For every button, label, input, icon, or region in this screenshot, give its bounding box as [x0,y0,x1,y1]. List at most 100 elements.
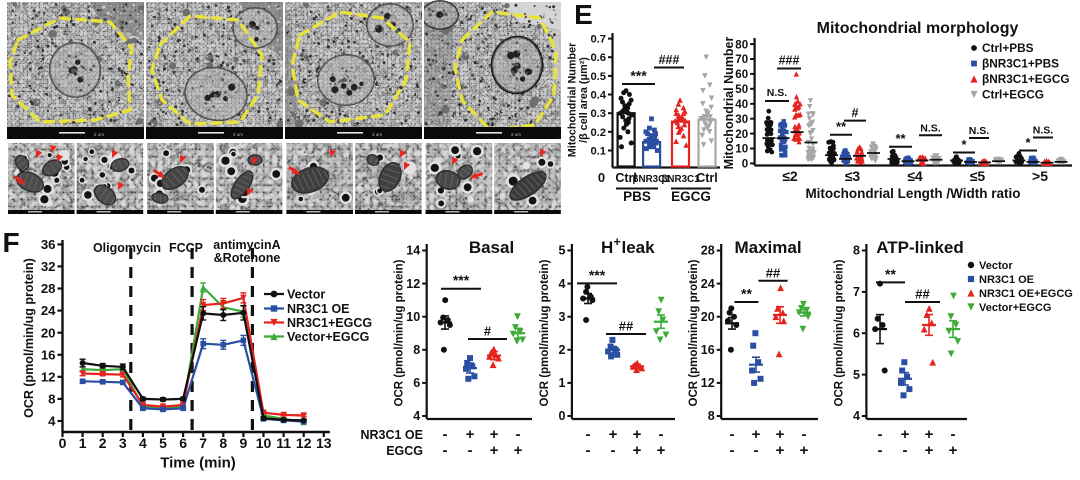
svg-text:N.S.: N.S. [767,87,788,99]
svg-text:##: ## [619,319,634,334]
svg-text:βNR3C1: βNR3C1 [633,174,672,185]
svg-text:-: - [611,442,616,459]
svg-text:NR3C1 OE: NR3C1 OE [360,428,423,442]
svg-text:8: 8 [708,409,715,423]
svg-text:12: 12 [701,376,715,390]
svg-text:3: 3 [119,435,127,451]
svg-text:0.2: 0.2 [590,127,606,139]
svg-text:2 um: 2 um [233,132,243,137]
svg-text:14: 14 [406,244,420,258]
svg-text:#: # [852,106,859,120]
svg-text:Ctrl: Ctrl [696,171,718,185]
svg-text:-: - [468,442,473,459]
svg-text:0.3: 0.3 [590,108,606,120]
svg-text:+: + [609,426,618,443]
svg-text:-: - [951,426,956,443]
svg-text:N.S.: N.S. [1033,125,1054,137]
svg-text:2 um: 2 um [372,132,382,137]
svg-text:12: 12 [296,435,312,451]
svg-text:H: H [601,238,613,257]
svg-text:4: 4 [413,409,420,423]
svg-text:>5: >5 [1032,168,1048,184]
svg-text:+: + [466,426,475,443]
svg-text:6: 6 [853,326,860,340]
svg-text:-: - [443,426,448,443]
svg-text:≤5: ≤5 [970,168,986,184]
svg-text:-: - [878,426,883,443]
svg-text:+: + [901,426,910,443]
svg-text:4: 4 [139,435,147,451]
svg-text:1: 1 [558,376,565,390]
svg-text:Vector+EGCG: Vector+EGCG [979,302,1051,314]
svg-text:Maximal: Maximal [734,238,801,257]
svg-text:OCR (pmol/min/ug protein): OCR (pmol/min/ug protein) [539,259,551,406]
svg-text:-: - [754,442,759,459]
svg-text:12: 12 [406,277,420,291]
svg-text:**: ** [741,286,752,302]
svg-text:Oligomycin: Oligomycin [93,241,161,255]
svg-text:5: 5 [558,244,565,258]
svg-text:Ctrl: Ctrl [615,171,637,185]
svg-text:-: - [516,426,521,443]
svg-text:5: 5 [853,368,860,382]
svg-text:3: 3 [558,310,565,324]
svg-text:2: 2 [99,435,107,451]
svg-text:-: - [903,442,908,459]
svg-text:Mitochondrial Number: Mitochondrial Number [722,37,736,170]
svg-text:5: 5 [159,435,167,451]
svg-text:0: 0 [742,159,748,171]
svg-text:10: 10 [735,144,748,156]
svg-text:PBS: PBS [623,189,651,204]
svg-text:NR3C1 OE+EGCG: NR3C1 OE+EGCG [979,288,1073,300]
svg-text:+: + [614,235,621,249]
svg-text:0.1: 0.1 [590,146,606,158]
svg-text:36: 36 [41,237,56,252]
svg-text:Mitochondrial Number: Mitochondrial Number [567,42,579,157]
svg-text:8: 8 [48,392,55,407]
svg-text:70: 70 [735,54,748,66]
svg-text:OCR (pmol/min/ug protein): OCR (pmol/min/ug protein) [833,259,845,406]
svg-text:&Rotenone: &Rotenone [214,251,281,265]
svg-text:+: + [490,442,499,459]
svg-text:N.S.: N.S. [920,123,941,135]
svg-text:###: ### [779,54,800,68]
svg-text:Ctrl+EGCG: Ctrl+EGCG [982,88,1044,102]
svg-text:N.S.: N.S. [969,125,990,137]
svg-text:24: 24 [41,303,56,318]
svg-text:-: - [443,442,448,459]
svg-text:0.7: 0.7 [590,34,606,46]
svg-text:40: 40 [735,99,748,111]
svg-text:0.4: 0.4 [590,90,606,102]
svg-text:+: + [800,442,809,459]
svg-text:-: - [802,426,807,443]
svg-text:##: ## [915,287,930,302]
svg-text:Vector: Vector [979,260,1013,272]
svg-text:Mitochondrial Length /Width ra: Mitochondrial Length /Width ratio [805,186,1020,201]
svg-text:***: *** [630,68,647,84]
svg-text:11: 11 [276,435,291,451]
svg-text:4: 4 [853,409,860,423]
svg-text:-: - [730,426,735,443]
svg-text:**: ** [895,131,906,146]
svg-text:28: 28 [41,281,56,296]
svg-text:13: 13 [316,435,332,451]
svg-text:/β cell area (μm²): /β cell area (μm²) [578,57,590,143]
svg-text:8: 8 [853,244,860,258]
svg-text:βNR3C1: βNR3C1 [661,174,700,185]
svg-text:20: 20 [735,129,748,141]
svg-text:7: 7 [199,435,207,451]
svg-text:***: *** [589,267,606,283]
svg-text:EGCG: EGCG [386,444,423,458]
svg-text:Basal: Basal [469,238,514,257]
svg-text:16: 16 [701,343,715,357]
svg-text:Mitochondrial morphology: Mitochondrial morphology [817,20,1019,37]
svg-text:8: 8 [413,343,420,357]
svg-text:20: 20 [41,325,56,340]
svg-text:E: E [574,0,593,30]
svg-text:4: 4 [558,277,565,291]
svg-text:ATP-linked: ATP-linked [876,238,964,257]
svg-text:8: 8 [219,435,227,451]
svg-text:-: - [878,442,883,459]
svg-text:Vector: Vector [287,288,325,302]
svg-text:*: * [961,137,967,152]
